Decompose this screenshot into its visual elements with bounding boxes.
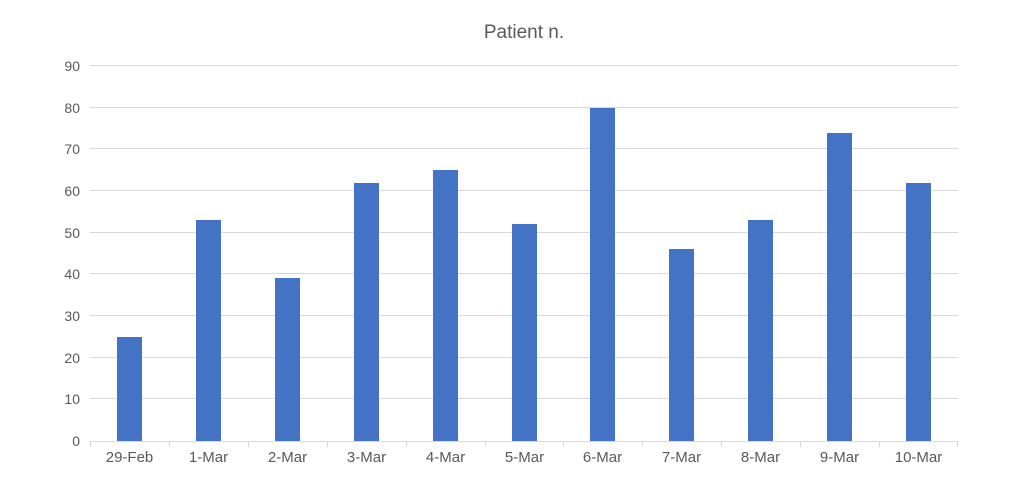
bar-10-Mar — [906, 183, 931, 441]
bar-6-Mar — [590, 108, 615, 441]
gridline — [90, 65, 958, 66]
y-tick-label: 30 — [64, 308, 80, 324]
x-tick-label: 10-Mar — [894, 449, 943, 466]
axis-tick-mark — [169, 442, 170, 447]
y-tick-label: 70 — [64, 141, 80, 158]
axis-tick-mark — [642, 442, 643, 447]
bar-3-Mar — [354, 183, 379, 441]
axis-tick-mark — [90, 442, 91, 447]
bar-5-Mar — [512, 224, 537, 441]
axis-tick-mark — [327, 442, 328, 447]
y-tick-label: 20 — [64, 349, 80, 366]
bar-9-Mar — [827, 133, 852, 441]
y-tick-label: 90 — [64, 58, 80, 74]
bar-29-Feb — [117, 337, 142, 441]
x-tick-label: 4-Mar — [425, 449, 466, 466]
bar-1-Mar — [196, 220, 221, 441]
axis-tick-mark — [957, 442, 958, 447]
gridline — [90, 190, 958, 191]
axis-tick-mark — [800, 442, 801, 447]
x-tick-label: 3-Mar — [346, 449, 387, 466]
bar-2-Mar — [275, 278, 300, 441]
y-tick-label: 60 — [64, 183, 80, 199]
x-tick-label: 8-Mar — [740, 449, 781, 466]
chart-title: Patient n. — [483, 22, 565, 43]
y-tick-label: 50 — [64, 224, 80, 241]
axis-tick-mark — [406, 442, 407, 447]
axis-tick-mark — [248, 442, 249, 447]
axis-tick-mark — [485, 442, 486, 447]
x-tick-label: 29-Feb — [105, 449, 154, 466]
x-tick-label: 9-Mar — [819, 449, 860, 466]
x-tick-label: 5-Mar — [504, 449, 545, 466]
x-tick-label: 6-Mar — [582, 449, 623, 466]
y-tick-label: 80 — [64, 99, 80, 116]
plot-area — [90, 65, 958, 447]
x-axis-line — [90, 441, 958, 442]
x-tick-label: 2-Mar — [267, 449, 308, 466]
gridline — [90, 148, 958, 150]
y-tick-label: 40 — [64, 266, 80, 283]
gridline — [90, 106, 958, 108]
axis-tick-mark — [879, 442, 880, 447]
bar-8-Mar — [748, 220, 773, 441]
axis-tick-mark — [563, 442, 564, 447]
x-tick-label: 7-Mar — [661, 449, 702, 466]
bar-7-Mar — [669, 249, 694, 441]
axis-tick-mark — [721, 442, 722, 447]
x-tick-label: 1-Mar — [188, 449, 229, 466]
y-tick-label: 0 — [72, 433, 80, 449]
bar-4-Mar — [433, 170, 458, 441]
y-tick-label: 10 — [64, 391, 80, 408]
